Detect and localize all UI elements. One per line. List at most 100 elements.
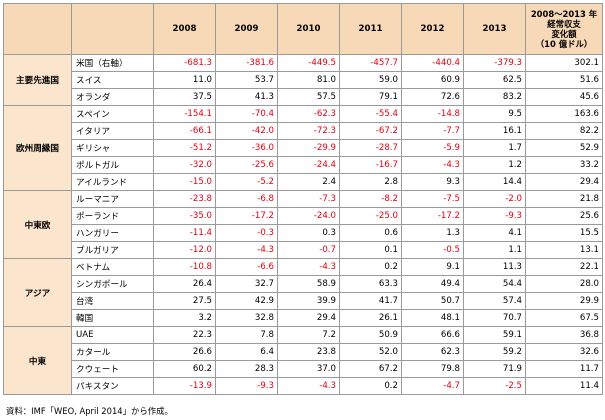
year-header: 2013 <box>463 3 526 55</box>
balance-value: -72.3 <box>277 122 340 140</box>
balance-value: 48.1 <box>401 309 464 327</box>
table-row: 韓国 3.2 32.8 29.4 26.1 48.1 70.7 67.5 <box>4 309 603 327</box>
balance-value: -29.9 <box>277 139 340 157</box>
region-group-label: 中東 <box>3 326 72 395</box>
balance-value: -17.2 <box>401 207 464 225</box>
balance-value: -25.0 <box>339 207 402 225</box>
country-name: カタール <box>71 343 154 361</box>
table-row: 中東欧 ルーマニア -23.8 -6.8 -7.3 -8.2 -7.5 -2.0 21.8 <box>3 190 603 259</box>
balance-value: -32.0 <box>153 156 216 174</box>
year-header: 2010 <box>277 3 340 55</box>
balance-value: 67.2 <box>339 360 402 378</box>
balance-value: 7.2 <box>277 326 340 344</box>
change-value: 11.4 <box>525 377 603 395</box>
balance-value: -23.8 <box>153 190 216 208</box>
region-group-label: 主要先進国 <box>3 54 72 106</box>
balance-value: 53.7 <box>215 71 278 89</box>
country-name: アイルランド <box>71 173 154 191</box>
balance-value: 63.3 <box>339 275 402 293</box>
balance-value: -0.7 <box>277 241 340 259</box>
table-row: 主要先進国 米国（右軸） -681.3 -381.6 -449.5 -457.7 -440.… <box>3 54 603 106</box>
country-name: スペイン <box>71 105 154 123</box>
balance-value: 79.8 <box>401 360 464 378</box>
balance-value: 27.5 <box>153 292 216 310</box>
country-name: ギリシャ <box>71 139 154 157</box>
balance-value: 37.5 <box>153 88 216 106</box>
change-value: 67.5 <box>525 309 603 327</box>
balance-value: 0.2 <box>339 258 402 276</box>
balance-value: 59.0 <box>339 71 402 89</box>
balance-value: 16.1 <box>463 122 526 140</box>
balance-value: -24.0 <box>277 207 340 225</box>
balance-value: 62.5 <box>463 71 526 89</box>
table-row: クウェート 60.2 28.3 37.0 67.2 79.8 71.9 11.7 <box>4 360 603 378</box>
country-name: 台湾 <box>71 292 154 310</box>
balance-value: -16.7 <box>339 156 402 174</box>
current-account-table: 2008 2009 2010 2011 2012 2013 2008～2013 … <box>3 3 603 395</box>
balance-value: 79.1 <box>339 88 402 106</box>
balance-value: 9.3 <box>401 173 464 191</box>
balance-value: 26.4 <box>153 275 216 293</box>
balance-value: -440.4 <box>401 54 464 72</box>
balance-value: 70.7 <box>463 309 526 327</box>
balance-value: -6.8 <box>215 190 278 208</box>
change-value: 28.0 <box>525 275 603 293</box>
balance-value: 42.9 <box>215 292 278 310</box>
balance-value: 50.9 <box>339 326 402 344</box>
balance-value: -2.0 <box>463 190 526 208</box>
balance-value: 52.0 <box>339 343 402 361</box>
country-name: パキスタン <box>71 377 154 395</box>
balance-value: 1.3 <box>401 224 464 242</box>
balance-value: 26.6 <box>153 343 216 361</box>
region-group-label: 欧州周縁国 <box>3 105 72 191</box>
table-row: ブルガリア -12.0 -4.3 -0.7 0.1 -0.5 1.1 13.1 <box>4 241 603 259</box>
year-header: 2011 <box>339 3 402 55</box>
table-row: ギリシャ -51.2 -36.0 -29.9 -28.7 -5.9 1.7 52.9 <box>4 139 603 157</box>
balance-value: -66.1 <box>153 122 216 140</box>
balance-value: -35.0 <box>153 207 216 225</box>
balance-value: 39.9 <box>277 292 340 310</box>
balance-value: -4.3 <box>215 241 278 259</box>
year-header: 2009 <box>215 3 278 55</box>
balance-value: 4.1 <box>463 224 526 242</box>
balance-value: 28.3 <box>215 360 278 378</box>
balance-value: 11.3 <box>463 258 526 276</box>
balance-value: -5.2 <box>215 173 278 191</box>
balance-value: 1.2 <box>463 156 526 174</box>
year-header: 2008 <box>153 3 216 55</box>
balance-value: -7.5 <box>401 190 464 208</box>
balance-value: -55.4 <box>339 105 402 123</box>
balance-value: -42.0 <box>215 122 278 140</box>
balance-value: 57.5 <box>277 88 340 106</box>
balance-value: -4.3 <box>277 258 340 276</box>
balance-value: 58.9 <box>277 275 340 293</box>
country-name: ハンガリー <box>71 224 154 242</box>
country-name: ブルガリア <box>71 241 154 259</box>
balance-value: 37.0 <box>277 360 340 378</box>
change-value: 29.4 <box>525 173 603 191</box>
balance-value: -24.4 <box>277 156 340 174</box>
source-footnote: 資料：IMF「WEO, April 2014」から作成。 <box>6 406 173 416</box>
balance-value: 22.3 <box>153 326 216 344</box>
balance-value: 62.3 <box>401 343 464 361</box>
table-row: イタリア -66.1 -42.0 -72.3 -67.2 -7.7 16.1 82.2 <box>4 122 603 140</box>
change-header: 2008～2013 年 経常収支 変化額 （10 億ドル） <box>525 3 603 55</box>
table-row: シンガポール 26.4 32.7 58.9 63.3 49.4 54.4 28.0 <box>4 275 603 293</box>
balance-value: -6.6 <box>215 258 278 276</box>
balance-value: -7.7 <box>401 122 464 140</box>
balance-value: 23.8 <box>277 343 340 361</box>
balance-value: -70.4 <box>215 105 278 123</box>
table-row: オランダ 37.5 41.3 57.5 79.1 72.6 83.2 45.6 <box>4 88 603 106</box>
table-row: カタール 26.6 6.4 23.8 52.0 62.3 59.2 32.6 <box>4 343 603 361</box>
balance-value: -2.5 <box>463 377 526 395</box>
balance-value: -449.5 <box>277 54 340 72</box>
group-header-cell <box>3 3 72 55</box>
table-row: ポルトガル -32.0 -25.6 -24.4 -16.7 -4.3 1.2 33.2 <box>4 156 603 174</box>
balance-value: -4.3 <box>277 377 340 395</box>
balance-value: -9.3 <box>215 377 278 395</box>
balance-value: 9.5 <box>463 105 526 123</box>
balance-value: -154.1 <box>153 105 216 123</box>
country-name: ポルトガル <box>71 156 154 174</box>
balance-value: 0.6 <box>339 224 402 242</box>
